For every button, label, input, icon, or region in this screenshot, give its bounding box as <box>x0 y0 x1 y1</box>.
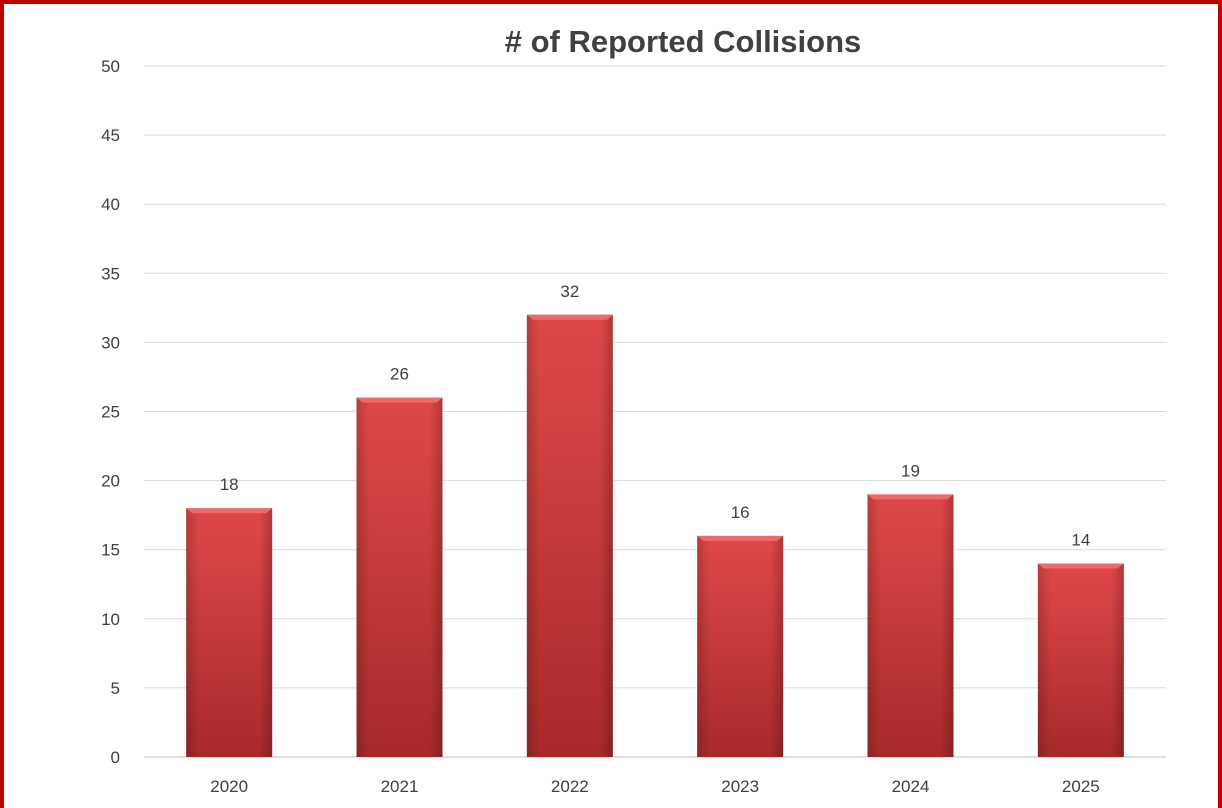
bar-shade <box>697 536 783 757</box>
y-tick-label: 20 <box>101 472 120 491</box>
data-label: 32 <box>560 282 579 301</box>
data-label: 14 <box>1071 531 1090 550</box>
bar-shade <box>1038 564 1124 757</box>
x-tick-label: 2024 <box>892 777 930 796</box>
data-label: 26 <box>390 365 409 384</box>
bar <box>186 508 272 757</box>
y-tick-label: 5 <box>111 679 120 698</box>
x-axis-ticks: 2020 2021 2022 2023 2024 2025 <box>210 777 1099 796</box>
chart-title: # of Reported Collisions <box>505 24 862 59</box>
x-tick-label: 2023 <box>721 777 759 796</box>
bar-bevel <box>357 398 443 403</box>
x-tick-label: 2025 <box>1062 777 1100 796</box>
y-axis-ticks: 0 5 10 15 20 25 30 35 40 45 50 <box>101 57 120 767</box>
x-tick-label: 2020 <box>210 777 248 796</box>
data-label: 18 <box>220 475 239 494</box>
bar-shade <box>357 398 443 757</box>
y-tick-label: 0 <box>111 748 120 767</box>
y-tick-label: 15 <box>101 541 120 560</box>
bar-shade <box>527 315 613 757</box>
bar <box>868 494 954 757</box>
bar-bevel <box>697 536 783 541</box>
bar-bevel <box>186 508 272 513</box>
gridlines <box>144 66 1166 757</box>
y-tick-label: 10 <box>101 610 120 629</box>
y-tick-label: 30 <box>101 333 120 352</box>
bar-shade <box>186 508 272 757</box>
data-label: 19 <box>901 461 920 480</box>
y-tick-label: 40 <box>101 195 120 214</box>
y-tick-label: 45 <box>101 126 120 145</box>
bar-bevel <box>527 315 613 320</box>
bar-shade <box>868 494 954 757</box>
data-label: 16 <box>731 503 750 522</box>
bar-bevel <box>868 494 954 499</box>
y-tick-label: 25 <box>101 403 120 422</box>
bars <box>186 315 1124 757</box>
bar <box>697 536 783 757</box>
x-tick-label: 2022 <box>551 777 589 796</box>
bar-bevel <box>1038 564 1124 569</box>
y-tick-label: 35 <box>101 264 120 283</box>
bar <box>1038 564 1124 757</box>
x-tick-label: 2021 <box>381 777 419 796</box>
y-tick-label: 50 <box>101 57 120 76</box>
data-labels: 18 26 32 16 19 14 <box>220 282 1091 550</box>
bar <box>357 398 443 757</box>
bar <box>527 315 613 757</box>
